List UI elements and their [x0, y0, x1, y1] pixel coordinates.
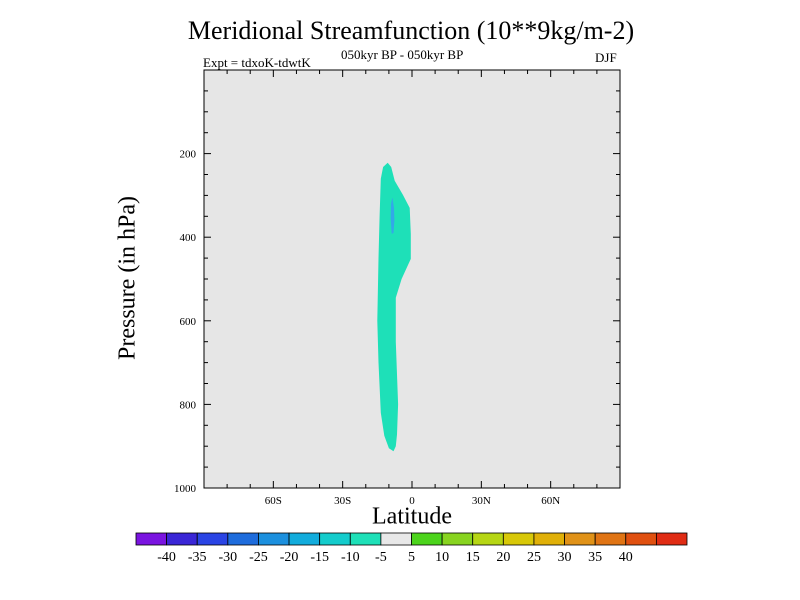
experiment-label: Expt = tdxoK-tdwtK	[203, 55, 311, 70]
colorbar-label: -15	[310, 550, 329, 565]
colorbar-box	[288, 532, 321, 546]
colorbar-label: 15	[466, 550, 480, 565]
colorbar-label: 25	[527, 550, 541, 565]
chart-subtitle: 050kyr BP - 050kyr BP	[341, 47, 464, 62]
colorbar-box	[502, 532, 535, 546]
colorbar-label: 5	[408, 550, 415, 565]
colorbar-label: 35	[588, 550, 602, 565]
colorbar-label: -40	[157, 550, 176, 565]
colorbar-box	[349, 532, 382, 546]
colorbar-box	[472, 532, 504, 546]
colorbar-box	[227, 532, 259, 546]
colorbar-label: 20	[496, 550, 510, 565]
plot-area	[204, 70, 620, 488]
colorbar-label: 40	[619, 550, 633, 565]
colorbar-box	[319, 532, 351, 546]
colorbar-box	[196, 532, 229, 546]
contour-region-1	[390, 197, 395, 234]
x-axis-label: Latitude	[372, 503, 452, 530]
colorbar-box	[564, 532, 596, 546]
colorbar-box	[655, 532, 688, 546]
colorbar-label: -35	[188, 550, 207, 565]
colorbar-box	[380, 532, 412, 546]
colorbar-label: -30	[218, 550, 237, 565]
y-tick-label: 200	[180, 149, 197, 161]
colorbar-label: -25	[249, 550, 268, 565]
x-tick-label: 30N	[472, 495, 491, 507]
y-tick-label: 400	[180, 232, 197, 244]
x-tick-label: 60S	[265, 495, 282, 507]
colorbar-box	[166, 532, 198, 546]
y-tick-label: 600	[180, 316, 197, 328]
contour-region-0	[377, 162, 411, 452]
colorbar-label: 30	[558, 550, 572, 565]
colorbar-box	[441, 532, 474, 546]
y-tick-label: 1000	[174, 483, 197, 495]
colorbar-label: -10	[341, 550, 360, 565]
colorbar-label: 10	[435, 550, 449, 565]
y-tick-label: 800	[180, 399, 197, 411]
x-tick-label: 0	[409, 495, 415, 507]
chart-title: Meridional Streamfunction (10**9kg/m-2)	[187, 16, 635, 45]
colorbar-label: -5	[375, 550, 387, 565]
colorbar-label: -20	[280, 550, 299, 565]
x-tick-label: 30S	[334, 495, 351, 507]
colorbar-box	[594, 532, 627, 546]
colorbar-box	[258, 532, 290, 546]
x-tick-label: 60N	[541, 495, 560, 507]
colorbar-box	[135, 532, 168, 546]
season-label: DJF	[595, 50, 617, 65]
colorbar-box	[411, 532, 443, 546]
colorbar-box	[625, 532, 657, 546]
colorbar-box	[533, 532, 565, 546]
